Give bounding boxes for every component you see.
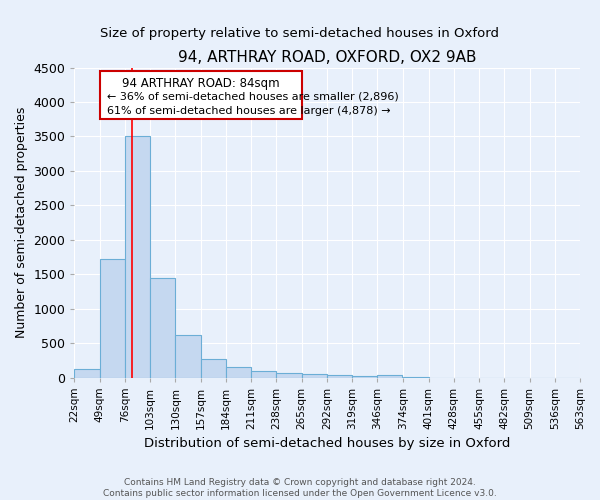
Bar (277, 372, 302, 378)
Bar (251, 372, 277, 378)
Title: 94, ARTHRAY ROAD, OXFORD, OX2 9AB: 94, ARTHRAY ROAD, OXFORD, OX2 9AB (178, 50, 476, 65)
Text: Size of property relative to semi-detached houses in Oxford: Size of property relative to semi-detach… (101, 28, 499, 40)
Bar (100, 259, 125, 378)
Bar (302, 374, 327, 378)
Text: ← 36% of semi-detached houses are smaller (2,896): ← 36% of semi-detached houses are smalle… (107, 92, 399, 102)
Y-axis label: Number of semi-detached properties: Number of semi-detached properties (15, 107, 28, 338)
Bar (352, 376, 377, 378)
Bar (74, 368, 100, 378)
FancyBboxPatch shape (100, 71, 302, 119)
Bar (150, 278, 175, 378)
Text: 94 ARTHRAY ROAD: 84sqm: 94 ARTHRAY ROAD: 84sqm (122, 77, 280, 90)
Bar (226, 367, 251, 378)
Text: 61% of semi-detached houses are larger (4,878) →: 61% of semi-detached houses are larger (… (107, 106, 391, 116)
Bar (200, 358, 226, 378)
Bar (327, 376, 352, 378)
Bar (377, 375, 403, 378)
Bar (125, 136, 150, 378)
Bar (175, 335, 200, 378)
Text: Contains HM Land Registry data © Crown copyright and database right 2024.
Contai: Contains HM Land Registry data © Crown c… (103, 478, 497, 498)
X-axis label: Distribution of semi-detached houses by size in Oxford: Distribution of semi-detached houses by … (144, 437, 511, 450)
